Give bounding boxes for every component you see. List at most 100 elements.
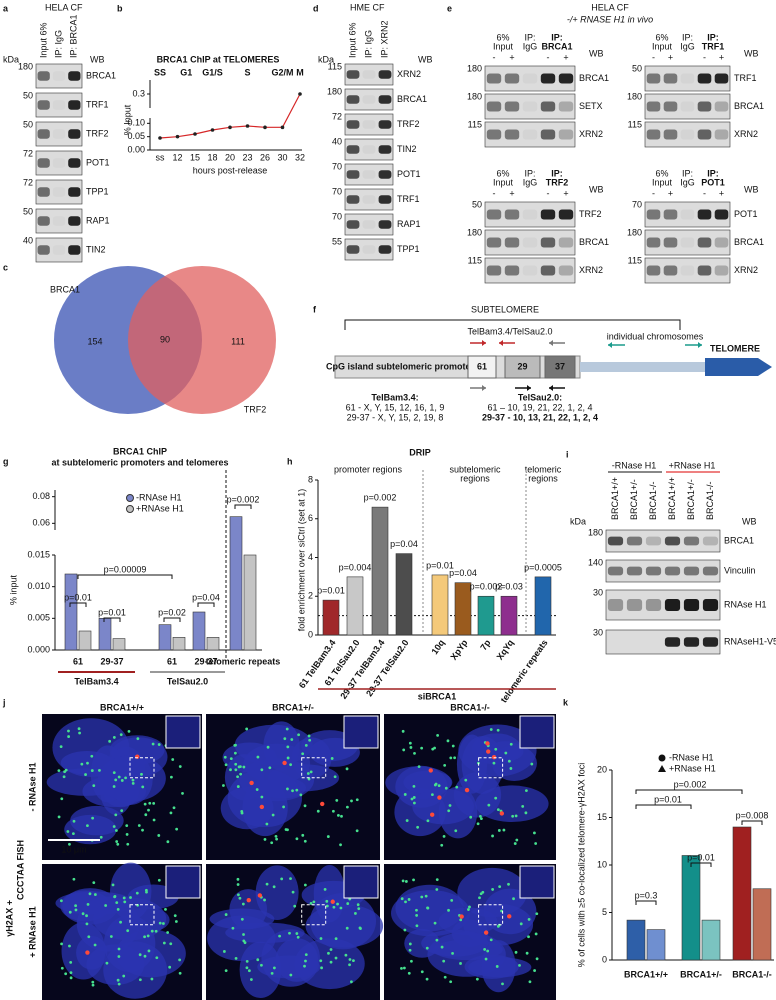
phase-label: G1 [180, 67, 192, 77]
fish-dot [67, 729, 70, 733]
fish-dot [299, 793, 303, 797]
fish-dot [426, 819, 430, 823]
fish-dot [533, 831, 536, 835]
fish-dot [323, 888, 327, 891]
fish-dot [449, 756, 453, 760]
sign-label: + [719, 188, 724, 198]
fish-dot [263, 838, 267, 841]
fish-dot [469, 815, 473, 819]
blot-band [53, 216, 65, 226]
bar [98, 618, 112, 651]
fish-dot [304, 743, 308, 747]
blot-band [486, 73, 502, 84]
fish-dot [150, 929, 154, 933]
fish-dot [229, 768, 232, 772]
chromatin [313, 865, 346, 923]
kda-marker: 40 [332, 136, 342, 146]
blot-band [504, 265, 520, 276]
sign-label: + [563, 188, 568, 198]
section-label: regions [528, 473, 558, 483]
kda-marker: 140 [588, 557, 603, 567]
fish-dot [479, 817, 483, 821]
blot-band [504, 129, 520, 140]
wb-label: WB [589, 184, 604, 194]
fish-dot [116, 907, 120, 911]
h2ax-dot [483, 930, 489, 935]
fish-dot [146, 934, 150, 938]
fish-dot [451, 744, 455, 748]
chromatin [457, 867, 528, 918]
fish-dot [329, 948, 333, 951]
fish-dot [278, 934, 282, 938]
data-point [280, 125, 285, 130]
bar [454, 582, 472, 636]
legend-marker [658, 765, 666, 772]
fish-dot [60, 966, 64, 970]
blot-band [68, 245, 81, 255]
group-label: TelBam3.4 [74, 676, 118, 686]
lane-label: Input [652, 41, 673, 51]
inset [343, 865, 379, 899]
lane-label: IP: IgG [53, 30, 63, 58]
blot-band [362, 70, 376, 79]
fish-dot [256, 755, 260, 759]
fish-dot [148, 801, 152, 805]
fish-dot [91, 980, 95, 984]
fish-dot [290, 738, 294, 741]
blot-band [702, 637, 719, 647]
bracket [635, 804, 692, 809]
kda-marker: 70 [332, 161, 342, 171]
blot-band [37, 216, 50, 226]
fish-dot [115, 901, 119, 905]
x-tick-label: BRCA1+/- [680, 969, 722, 979]
arrow-head [698, 342, 702, 348]
fish-dot [238, 896, 242, 900]
bar [752, 888, 772, 961]
fish-dot [172, 806, 176, 810]
lane-label: BRCA1-/- [648, 481, 658, 520]
blot-strip [605, 589, 721, 621]
fish-dot [512, 897, 515, 901]
fish-dot [459, 918, 463, 922]
blot-label: XRN2 [579, 265, 603, 275]
fish-dot [326, 835, 330, 838]
kda-marker: 180 [467, 227, 482, 237]
row-label: - RNAse H1 [27, 762, 37, 811]
fish-dot [178, 971, 182, 975]
fish-dot [143, 802, 147, 806]
bracket [103, 617, 121, 622]
kda-marker: 30 [593, 627, 603, 637]
blot-band [486, 209, 502, 220]
legend-label: -RNAse H1 [136, 492, 182, 502]
fish-dot [293, 904, 297, 908]
fish-dot [151, 742, 155, 746]
fish-dot [535, 912, 539, 916]
fish-dot [60, 942, 63, 946]
bracket [741, 820, 763, 825]
p-value: p=0.04 [192, 592, 220, 602]
blot-band [68, 129, 81, 139]
panel-letter: c [3, 262, 8, 272]
fish-dot [122, 974, 126, 978]
blot-band [714, 209, 729, 220]
blot-band [664, 566, 681, 576]
column-label: BRCA1+/+ [100, 702, 144, 712]
fish-dot [433, 746, 436, 750]
label: TelSau2.0: [518, 392, 562, 402]
blot-band [626, 536, 643, 546]
fish-dot [91, 816, 95, 820]
inset-box [301, 904, 327, 926]
y-tick-label: 0 [602, 954, 607, 964]
fish-dot [236, 775, 239, 779]
fish-dot [297, 733, 301, 737]
fish-dot [171, 758, 175, 761]
x-tick-label: 15 [190, 152, 200, 162]
fish-dot [240, 917, 244, 921]
x-label: siBRCA1 [418, 691, 457, 701]
fish-dot [289, 763, 293, 767]
y-label: % input [8, 574, 18, 605]
lane-label: IP: IgG [363, 30, 373, 58]
blot-band [504, 237, 520, 248]
blot-band [37, 187, 50, 197]
fish-dot [433, 783, 437, 787]
